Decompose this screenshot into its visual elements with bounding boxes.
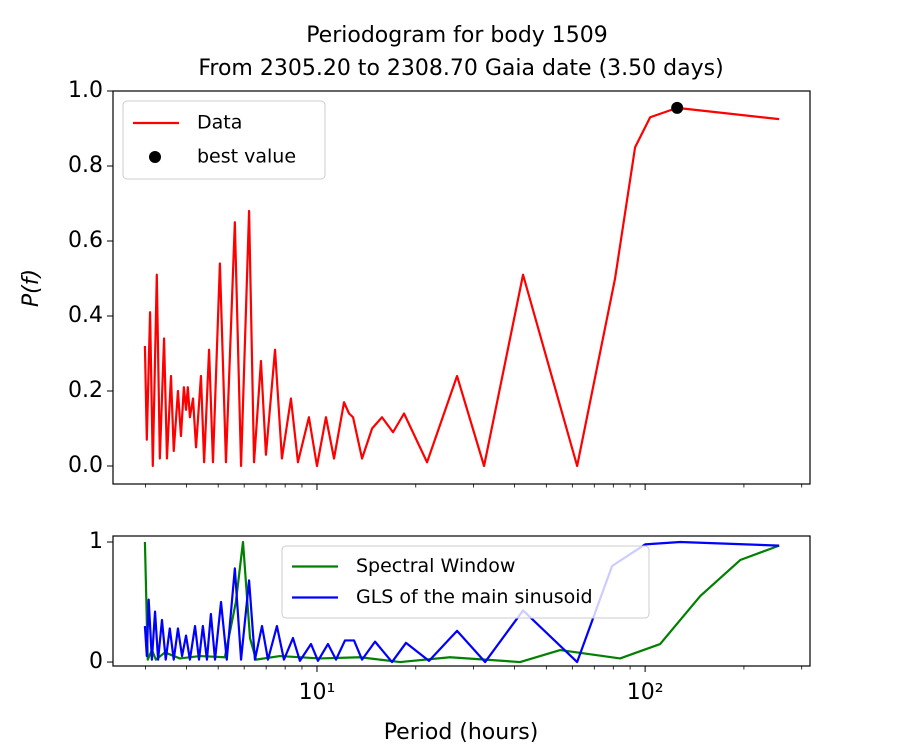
series-line [143,106,780,468]
y-tick-label: 0.6 [68,228,103,253]
axes-frame [112,90,811,485]
legend-marker [149,151,161,163]
y-tick-label: 0.8 [68,153,103,178]
legend-label: Spectral Window [356,555,515,577]
legend-box [122,100,326,180]
y-tick-label: 0.4 [68,303,103,328]
axes-frame [112,535,811,667]
y-tick-label: 1.0 [68,78,103,103]
best-point [671,101,684,114]
legend-label: Data [197,112,242,134]
chart-subtitle: From 2305.20 to 2308.70 Gaia date (3.50 … [198,56,723,81]
y-tick-label: 1 [89,529,103,554]
y-tick-label: 0.2 [68,378,103,403]
legend-label: best value [197,146,296,168]
y-tick-label: 0 [89,649,103,674]
legend-box [281,545,650,619]
x-tick-label: 10¹ [299,680,336,705]
x-axis-label: Period (hours) [384,720,539,745]
y-tick-label: 0.0 [68,453,103,478]
legend-label: GLS of the main sinusoid [356,586,593,608]
x-tick-label: 10² [627,680,664,705]
series-line [143,540,780,664]
chart-title: Periodogram for body 1509 [306,23,608,48]
y-axis-label: P(f) [19,269,44,307]
